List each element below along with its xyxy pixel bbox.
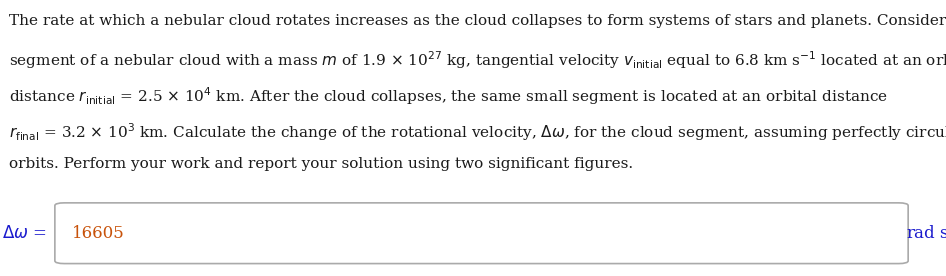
FancyBboxPatch shape	[55, 203, 908, 264]
Text: The rate at which a nebular cloud rotates increases as the cloud collapses to fo: The rate at which a nebular cloud rotate…	[9, 14, 946, 28]
Text: $\Delta\omega$ =: $\Delta\omega$ =	[2, 225, 46, 242]
Text: orbits. Perform your work and report your solution using two significant figures: orbits. Perform your work and report you…	[9, 157, 634, 171]
Text: distance $r_\mathrm{initial}$ = 2.5 $\times$ 10$^{4}$ km. After the cloud collap: distance $r_\mathrm{initial}$ = 2.5 $\ti…	[9, 86, 888, 107]
Text: segment of a nebular cloud with a mass $m$ of 1.9 $\times$ 10$^{27}$ kg, tangent: segment of a nebular cloud with a mass $…	[9, 50, 946, 71]
Text: rad s$^{-1}$: rad s$^{-1}$	[906, 223, 946, 243]
Text: 16605: 16605	[72, 225, 125, 242]
Text: $r_\mathrm{final}$ = 3.2 $\times$ 10$^{3}$ km. Calculate the change of the rotat: $r_\mathrm{final}$ = 3.2 $\times$ 10$^{3…	[9, 121, 946, 143]
